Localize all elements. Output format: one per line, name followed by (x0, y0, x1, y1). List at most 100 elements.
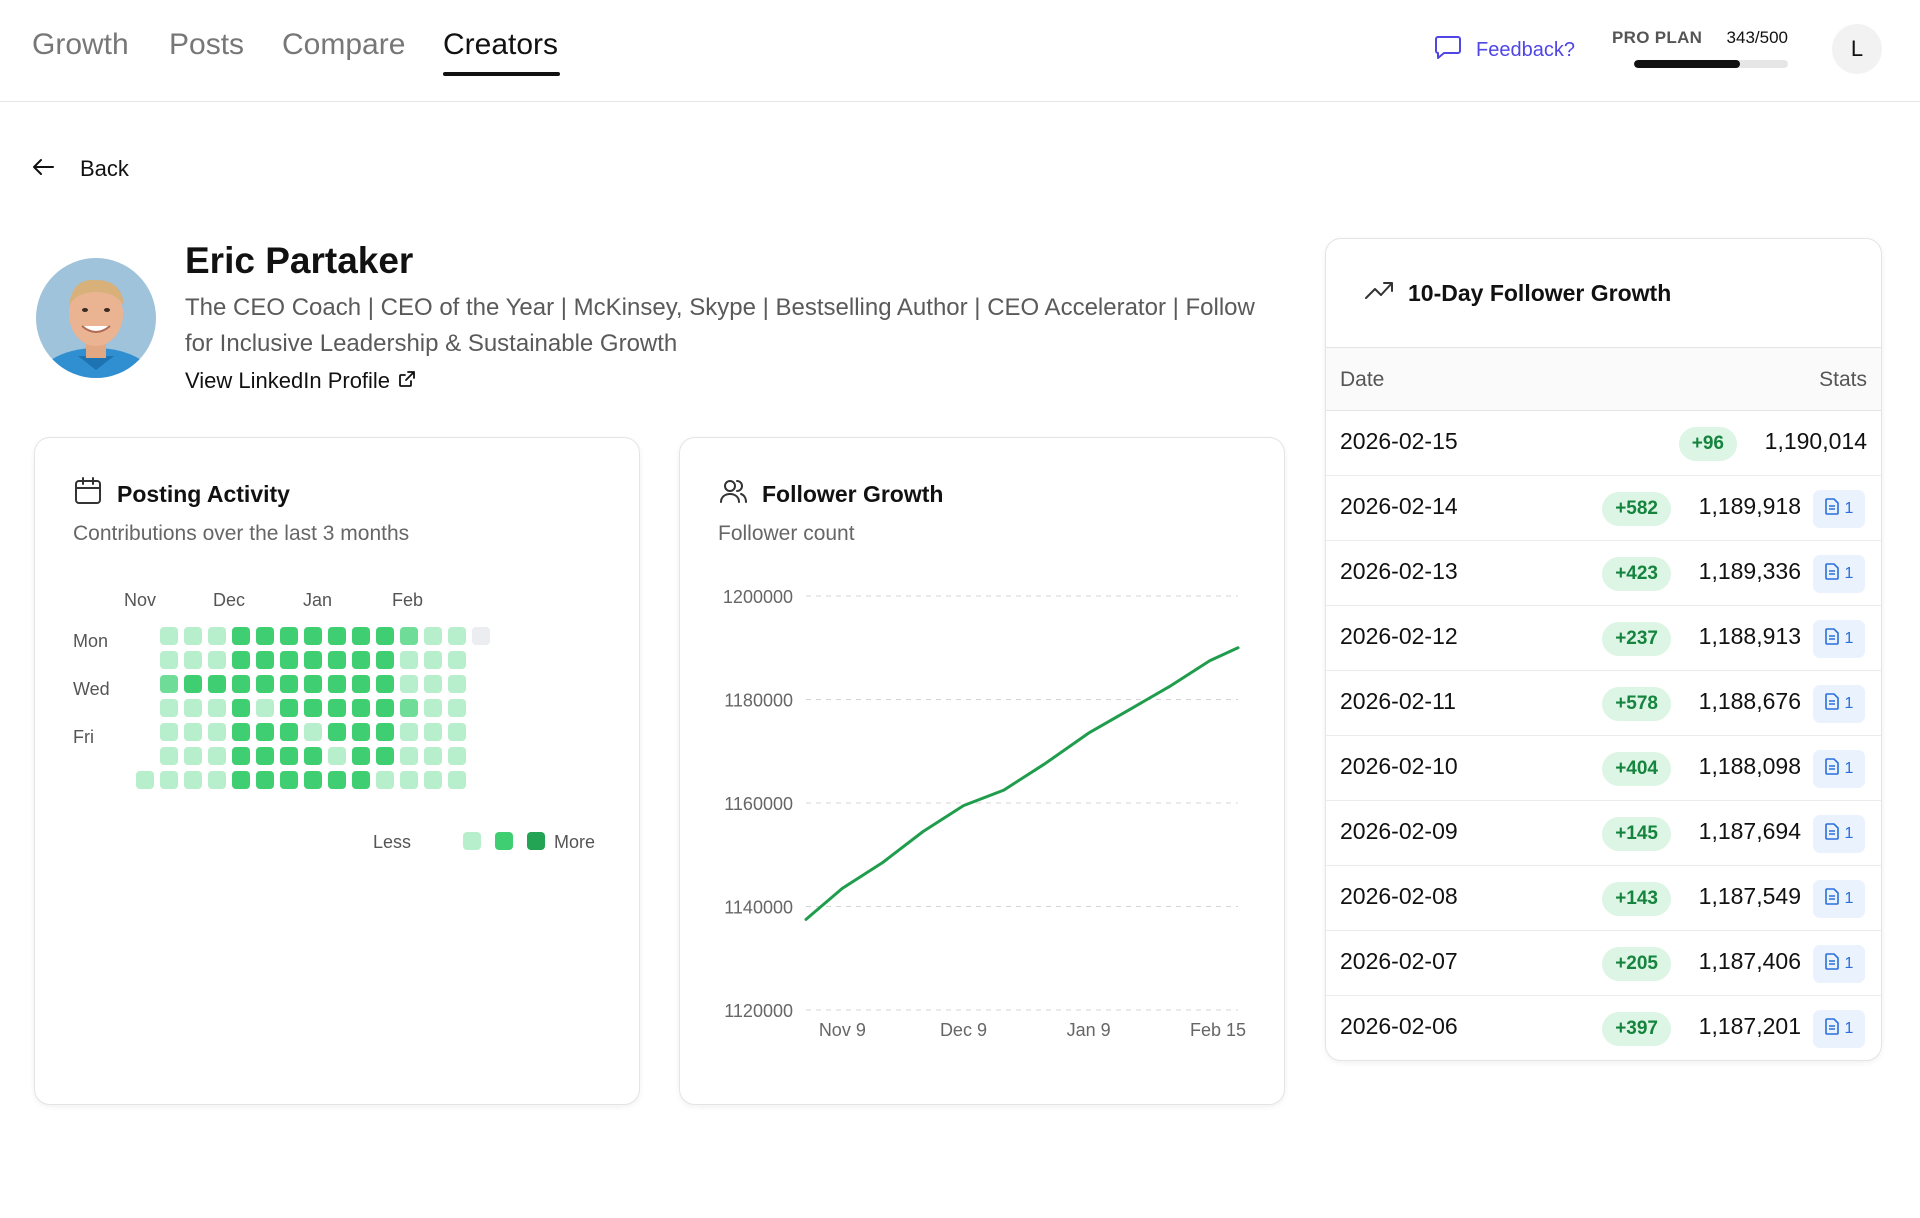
heatmap-cell (400, 627, 418, 645)
heatmap-cell (184, 651, 202, 669)
heatmap-cell (376, 723, 394, 741)
heatmap-cell (352, 651, 370, 669)
back-button[interactable]: Back (32, 156, 129, 182)
heatmap-cell (280, 699, 298, 717)
plan-progress-bar (1634, 60, 1788, 68)
growth-delta-badge: +96 (1678, 427, 1737, 461)
tab-compare[interactable]: Compare (282, 28, 406, 61)
posts-count-button[interactable]: 1 (1813, 1010, 1865, 1048)
posts-count-button[interactable]: 1 (1813, 815, 1865, 853)
tab-posts[interactable]: Posts (169, 28, 245, 61)
heatmap-cell (208, 699, 226, 717)
follower-growth-header: Follower Growth (718, 476, 943, 512)
heatmap-cell (400, 747, 418, 765)
row-date: 2026-02-13 (1340, 558, 1458, 584)
heatmap-cell (328, 651, 346, 669)
heatmap-cell (424, 651, 442, 669)
heatmap-cell (256, 699, 274, 717)
heatmap-cell (424, 747, 442, 765)
posts-count: 1 (1844, 630, 1854, 647)
legend-more-label: More (554, 832, 596, 852)
y-tick-label: 1200000 (723, 587, 793, 607)
posts-count-button[interactable]: 1 (1813, 945, 1865, 983)
follower-total: 1,187,549 (1698, 883, 1801, 909)
ten-day-growth-header: 10-Day Follower Growth (1364, 279, 1671, 307)
linkedin-profile-link[interactable]: View LinkedIn Profile (185, 368, 416, 394)
heatmap-cell (280, 771, 298, 789)
growth-delta-badge: +205 (1602, 947, 1671, 981)
growth-delta-badge: +404 (1602, 752, 1671, 786)
heatmap-cell (328, 675, 346, 693)
posting-activity-title: Posting Activity (117, 480, 290, 507)
heatmap-cell (160, 723, 178, 741)
table-row: 2026-02-11 +578 1,188,676 1 (1326, 671, 1881, 736)
posts-count-button[interactable]: 1 (1813, 685, 1865, 723)
heatmap-cell (208, 723, 226, 741)
heatmap-cell (256, 627, 274, 645)
document-icon (1824, 498, 1839, 520)
heatmap-cell (160, 699, 178, 717)
posts-count: 1 (1844, 825, 1854, 842)
document-icon (1824, 823, 1839, 845)
heatmap-cell (352, 627, 370, 645)
heatmap-cell (280, 723, 298, 741)
heatmap-cell (160, 675, 178, 693)
heatmap-cell (184, 699, 202, 717)
table-row: 2026-02-13 +423 1,189,336 1 (1326, 541, 1881, 606)
heatmap-month-label: Jan (303, 590, 333, 610)
posts-count-button[interactable]: 1 (1813, 620, 1865, 658)
table-row: 2026-02-06 +397 1,187,201 1 (1326, 996, 1881, 1060)
heatmap-cell (376, 627, 394, 645)
table-row: 2026-02-10 +404 1,188,098 1 (1326, 736, 1881, 801)
legend-swatch (431, 832, 449, 850)
heatmap-cell (232, 771, 250, 789)
heatmap-cell (184, 747, 202, 765)
user-avatar[interactable]: L (1832, 24, 1882, 74)
table-row: 2026-02-14 +582 1,189,918 1 (1326, 476, 1881, 541)
heatmap-cell (424, 699, 442, 717)
ten-day-growth-title: 10-Day Follower Growth (1408, 279, 1672, 306)
row-date: 2026-02-06 (1340, 1013, 1458, 1039)
heatmap-cell (232, 699, 250, 717)
posts-count-button[interactable]: 1 (1813, 490, 1865, 528)
y-tick-label: 1140000 (724, 898, 793, 918)
heatmap-cell (328, 699, 346, 717)
heatmap-cell (280, 675, 298, 693)
creator-name: Eric Partaker (185, 240, 414, 281)
heatmap-cell (448, 723, 466, 741)
heatmap-cell (304, 771, 322, 789)
heatmap-cell (304, 627, 322, 645)
posting-activity-header: Posting Activity (73, 476, 290, 512)
follower-total: 1,190,014 (1764, 428, 1867, 454)
posts-count: 1 (1844, 760, 1854, 777)
heatmap-cell (448, 651, 466, 669)
tab-creators[interactable]: Creators (443, 28, 559, 61)
legend-less-label: Less (373, 832, 412, 852)
heatmap-cell (256, 675, 274, 693)
posts-count-button[interactable]: 1 (1813, 880, 1865, 918)
heatmap-cell (400, 675, 418, 693)
posts-count-button[interactable]: 1 (1813, 750, 1865, 788)
posts-count-button[interactable]: 1 (1813, 555, 1865, 593)
row-date: 2026-02-08 (1340, 883, 1458, 909)
document-icon (1824, 953, 1839, 975)
posts-count: 1 (1844, 500, 1854, 517)
follower-line-chart: 1120000 1140000 1160000 1180000 1200000 Nov 9… (723, 587, 1246, 1040)
row-date: 2026-02-11 (1340, 688, 1456, 714)
follower-total: 1,189,918 (1698, 493, 1801, 519)
growth-delta-badge: +582 (1602, 492, 1671, 526)
table-header: Date Stats (1326, 347, 1881, 411)
heatmap-cell (376, 675, 394, 693)
heatmap-cell (448, 771, 466, 789)
heatmap-cell (136, 771, 154, 789)
linkedin-link-label: View LinkedIn Profile (185, 368, 391, 393)
heatmap-cell (208, 747, 226, 765)
heatmap-cell (448, 747, 466, 765)
feedback-button[interactable]: Feedback? (1434, 34, 1575, 66)
tab-growth[interactable]: Growth (32, 28, 129, 61)
heatmap-cell (448, 699, 466, 717)
heatmap-cell (352, 747, 370, 765)
heatmap-month-label: Dec (213, 590, 246, 610)
users-icon (718, 476, 748, 512)
follower-series-line (804, 646, 1240, 921)
